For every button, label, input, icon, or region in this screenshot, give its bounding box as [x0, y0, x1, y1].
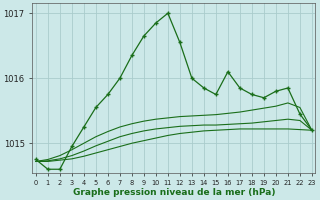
- X-axis label: Graphe pression niveau de la mer (hPa): Graphe pression niveau de la mer (hPa): [73, 188, 275, 197]
